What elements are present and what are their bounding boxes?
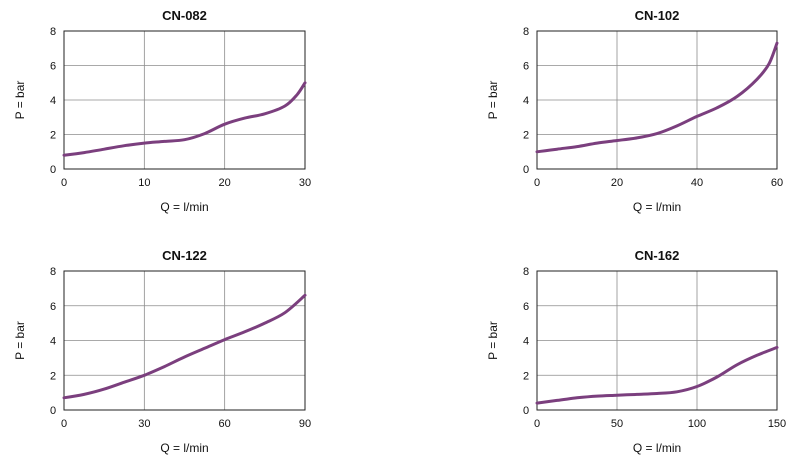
y-tick-label: 8 [523, 266, 529, 278]
y-tick-label: 0 [523, 164, 529, 176]
y-tick-label: 4 [50, 95, 56, 107]
y-tick-label: 2 [523, 130, 529, 142]
y-tick-label: 0 [50, 164, 56, 176]
y-tick-label: 4 [523, 336, 529, 348]
x-tick-label: 0 [534, 177, 540, 189]
chart-0: 0 2 4 6 8 0 10 20 30 CN-082 Q = l/min P = bar [13, 8, 311, 214]
x-tick-label: 60 [771, 177, 783, 189]
chart-title: CN-162 [635, 248, 680, 263]
x-tick-label: 20 [219, 177, 231, 189]
y-tick-label: 6 [50, 301, 56, 313]
plot-frame [63, 30, 306, 170]
x-tick-label: 50 [611, 418, 623, 430]
y-tick-label: 8 [50, 26, 56, 38]
plot-frame [63, 270, 306, 411]
y-tick-label: 4 [50, 336, 56, 348]
y-axis-label: P = bar [486, 321, 500, 360]
x-tick-label: 30 [138, 418, 150, 430]
y-axis-label: P = bar [486, 81, 500, 120]
x-axis-label: Q = l/min [160, 441, 208, 455]
y-axis-label: P = bar [13, 81, 27, 120]
y-tick-label: 2 [50, 130, 56, 142]
chart-title: CN-102 [635, 8, 680, 23]
y-tick-label: 8 [50, 266, 56, 278]
x-tick-label: 100 [688, 418, 706, 430]
y-tick-label: 4 [523, 95, 529, 107]
y-tick-label: 6 [50, 61, 56, 73]
series-line [535, 41, 779, 154]
plot-frame [536, 270, 778, 411]
plot-frame [536, 30, 778, 170]
y-tick-label: 2 [523, 370, 529, 382]
x-tick-label: 30 [299, 177, 311, 189]
series-line [535, 345, 779, 405]
y-tick-label: 6 [523, 301, 529, 313]
chart-2: 0 2 4 6 8 0 30 60 90 CN-122 Q = l/min P = bar [13, 248, 311, 455]
series-line [62, 81, 307, 157]
x-axis-label: Q = l/min [633, 441, 681, 455]
y-tick-label: 8 [523, 26, 529, 38]
y-axis-label: P = bar [13, 321, 27, 360]
x-tick-label: 20 [611, 177, 623, 189]
x-tick-label: 150 [768, 418, 786, 430]
chart-title: CN-122 [162, 248, 207, 263]
x-tick-label: 60 [219, 418, 231, 430]
y-tick-label: 6 [523, 61, 529, 73]
x-tick-label: 10 [138, 177, 150, 189]
x-tick-label: 0 [534, 418, 540, 430]
chart-1: 0 2 4 6 8 0 20 40 60 CN-102 Q = l/min P = bar [486, 8, 783, 214]
y-tick-label: 0 [523, 405, 529, 417]
chart-3: 0 2 4 6 8 0 50 100 150 CN-162 Q = l/min P = bar [486, 248, 786, 455]
x-axis-label: Q = l/min [160, 200, 208, 214]
y-tick-label: 0 [50, 405, 56, 417]
x-tick-label: 0 [61, 177, 67, 189]
x-axis-label: Q = l/min [633, 200, 681, 214]
x-tick-label: 40 [691, 177, 703, 189]
series-line [62, 293, 307, 400]
chart-title: CN-082 [162, 8, 207, 23]
y-tick-label: 2 [50, 370, 56, 382]
x-tick-label: 90 [299, 418, 311, 430]
x-tick-label: 0 [61, 418, 67, 430]
